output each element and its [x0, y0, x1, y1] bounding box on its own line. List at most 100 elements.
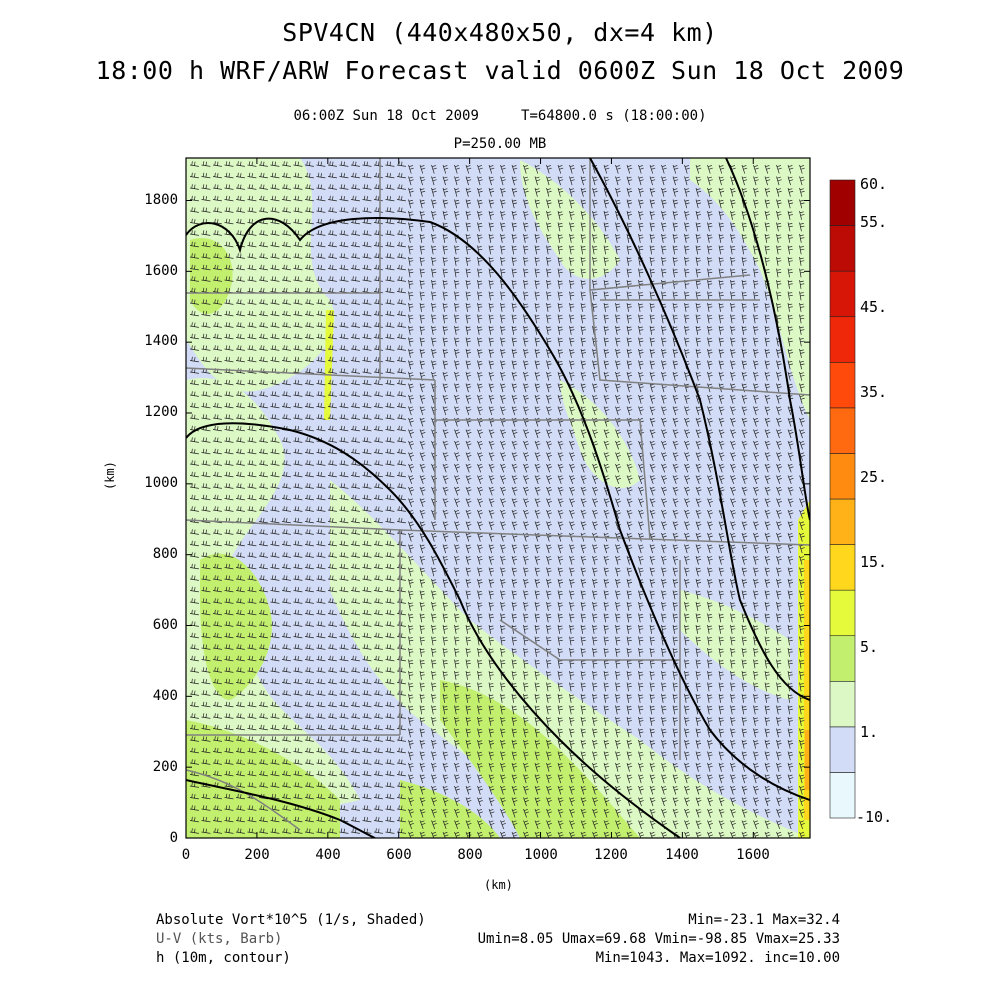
wind-barb: [258, 402, 268, 409]
wind-barb: [638, 325, 644, 335]
wind-barb: [569, 245, 575, 255]
wind-barb: [350, 517, 360, 524]
colorbar-label: 15.: [860, 553, 888, 571]
wind-barb: [615, 176, 621, 186]
wind-barb: [362, 161, 372, 167]
wind-barb: [304, 402, 314, 409]
wind-barb: [212, 356, 222, 363]
wind-barb: [684, 452, 690, 462]
wind-barb: [247, 402, 257, 409]
wind-barb: [557, 256, 563, 266]
wind-barb: [408, 199, 414, 209]
wind-barb: [799, 268, 805, 278]
wind-barb: [718, 417, 725, 427]
wind-barb: [764, 440, 771, 450]
wind-barb: [327, 241, 337, 248]
wind-barb: [488, 245, 494, 255]
wind-barb: [247, 299, 257, 305]
wind-barb: [730, 475, 736, 485]
x-tick-label: 400: [315, 847, 341, 863]
wind-barb: [695, 371, 702, 381]
wind-barb: [419, 268, 425, 278]
wind-barb: [776, 199, 782, 209]
wind-barb: [293, 172, 303, 179]
wind-barb: [661, 279, 667, 289]
wind-barb: [316, 230, 326, 236]
wind-barb: [603, 245, 609, 255]
wind-barb: [523, 245, 529, 255]
wind-barb: [787, 509, 794, 519]
wind-barb: [189, 299, 199, 305]
wind-barb: [477, 187, 483, 197]
wind-barb: [465, 498, 472, 508]
wind-barb: [281, 172, 291, 179]
wind-barb: [523, 371, 529, 381]
wind-barb: [293, 253, 303, 259]
wind-barb: [592, 486, 598, 496]
wind-barb: [569, 233, 575, 243]
wind-barb: [431, 199, 437, 209]
wind-barb: [408, 532, 414, 542]
wind-barb: [787, 245, 793, 255]
wind-barb: [189, 356, 199, 363]
wind-barb: [327, 207, 337, 213]
wind-barb: [799, 210, 805, 220]
wind-barb: [212, 345, 222, 351]
wind-barb: [787, 268, 793, 278]
wind-barb: [350, 437, 360, 443]
colorbar-label: 60.: [860, 175, 888, 193]
wind-barb: [488, 360, 495, 370]
wind-barb: [339, 425, 349, 432]
wind-barb: [235, 414, 245, 420]
wind-barb: [615, 233, 621, 243]
wind-barb: [707, 233, 713, 243]
wind-barb: [293, 460, 303, 466]
wind-barb: [247, 460, 257, 466]
wind-barb: [615, 199, 621, 209]
wind-barb: [488, 291, 494, 301]
wind-barb: [592, 463, 598, 473]
wind-barb: [189, 529, 199, 535]
wind-barb: [730, 452, 736, 462]
wind-barb: [212, 322, 222, 328]
wind-barb: [488, 383, 495, 393]
wind-barb: [534, 268, 540, 278]
wind-barb: [465, 440, 472, 450]
wind-barb: [304, 414, 314, 420]
wind-barb: [776, 509, 782, 519]
wind-barb: [569, 164, 575, 174]
wind-barb: [293, 414, 303, 420]
wind-barb: [615, 314, 621, 324]
wind-barb: [707, 360, 713, 370]
wind-barb: [442, 452, 449, 462]
wind-barb: [718, 176, 725, 186]
wind-barb: [649, 337, 655, 347]
wind-barb: [339, 379, 349, 386]
wind-barb: [511, 383, 518, 393]
wind-barb: [546, 268, 552, 278]
wind-barb: [316, 299, 326, 305]
x-tick-label: 600: [386, 847, 412, 863]
wind-barb: [316, 425, 326, 432]
wind-barb: [753, 279, 759, 289]
wind-barb: [362, 356, 372, 363]
wind-barb: [189, 241, 199, 248]
wind-barb: [753, 348, 759, 358]
wind-barb: [373, 161, 383, 167]
wind-barb: [488, 187, 495, 197]
wind-barb: [787, 532, 794, 542]
wind-barb: [776, 291, 782, 301]
wind-barb: [511, 440, 518, 450]
wind-barb: [638, 291, 644, 301]
wind-barb: [281, 437, 291, 443]
wind-barb: [753, 337, 759, 347]
wind-barb: [534, 521, 541, 531]
wind-barb: [592, 279, 598, 289]
wind-barb: [442, 429, 449, 439]
wind-barb: [730, 521, 736, 531]
wind-barb: [396, 195, 406, 202]
footer-shading-stats: Min=-23.1 Max=32.4: [688, 912, 840, 928]
wind-barb: [293, 448, 303, 455]
wind-barb: [488, 440, 495, 450]
wind-barb: [201, 230, 211, 236]
